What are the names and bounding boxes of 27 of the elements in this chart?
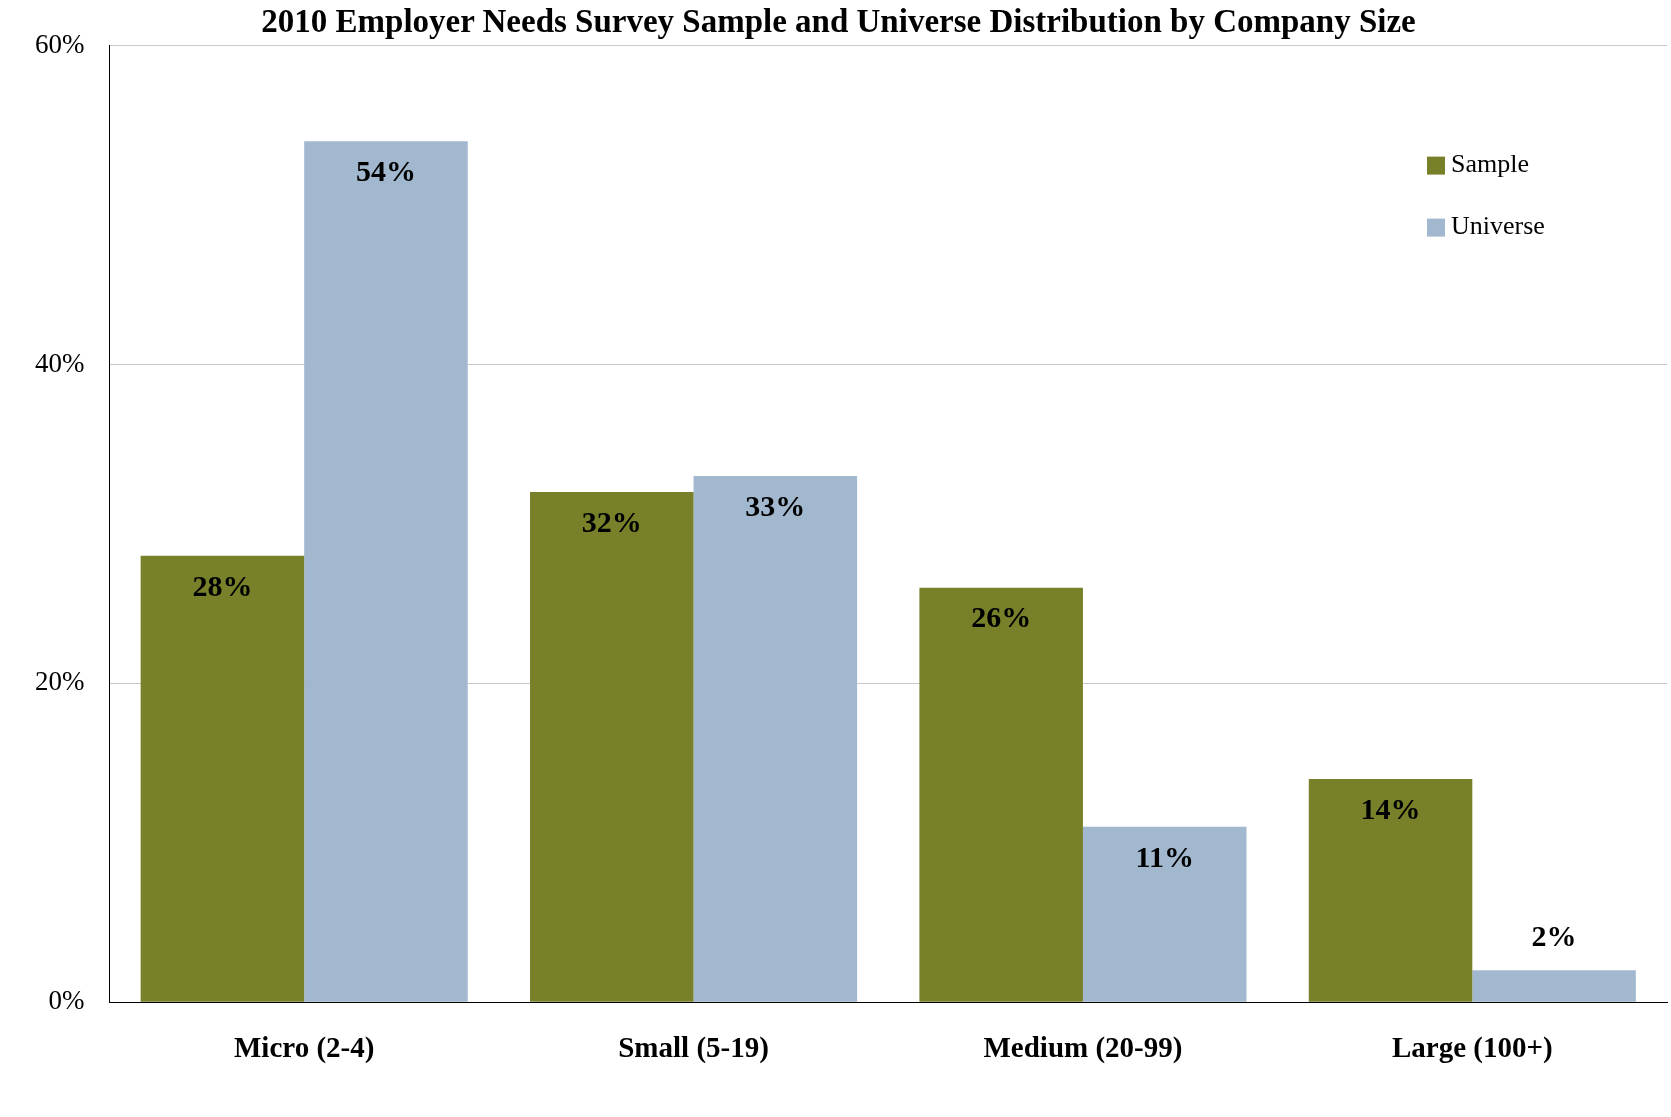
data-label: 33% xyxy=(745,488,806,522)
bar xyxy=(140,555,305,1002)
data-label: 2% xyxy=(1531,919,1577,953)
data-label: 11% xyxy=(1135,839,1194,873)
data-label: 14% xyxy=(1360,791,1421,825)
data-label: 32% xyxy=(581,504,642,538)
bar xyxy=(693,476,858,1002)
data-label: 54% xyxy=(355,154,416,188)
bar xyxy=(530,492,694,1002)
x-tick-label: Small (5-19) xyxy=(618,1031,769,1065)
bar xyxy=(1308,778,1473,1002)
bar xyxy=(304,141,468,1002)
bar xyxy=(1472,970,1636,1002)
x-tick-label: Large (100+) xyxy=(1391,1031,1553,1065)
y-tick-label: 40% xyxy=(34,347,85,378)
bar xyxy=(919,587,1083,1002)
x-tick-label: Medium (20-99) xyxy=(983,1031,1183,1065)
legend-label: Universe xyxy=(1451,211,1545,241)
x-tick-label: Micro (2-4) xyxy=(233,1031,375,1065)
y-tick-label: 60% xyxy=(34,28,85,59)
bar xyxy=(1082,826,1247,1002)
y-tick-label: 20% xyxy=(34,666,85,697)
y-tick-label: 0% xyxy=(48,985,85,1016)
data-label: 26% xyxy=(971,600,1032,634)
data-label: 28% xyxy=(192,568,253,602)
legend-label: Sample xyxy=(1451,149,1529,179)
chart-title: 2010 Employer Needs Survey Sample and Universe Distribution by Company Size xyxy=(261,3,1416,40)
